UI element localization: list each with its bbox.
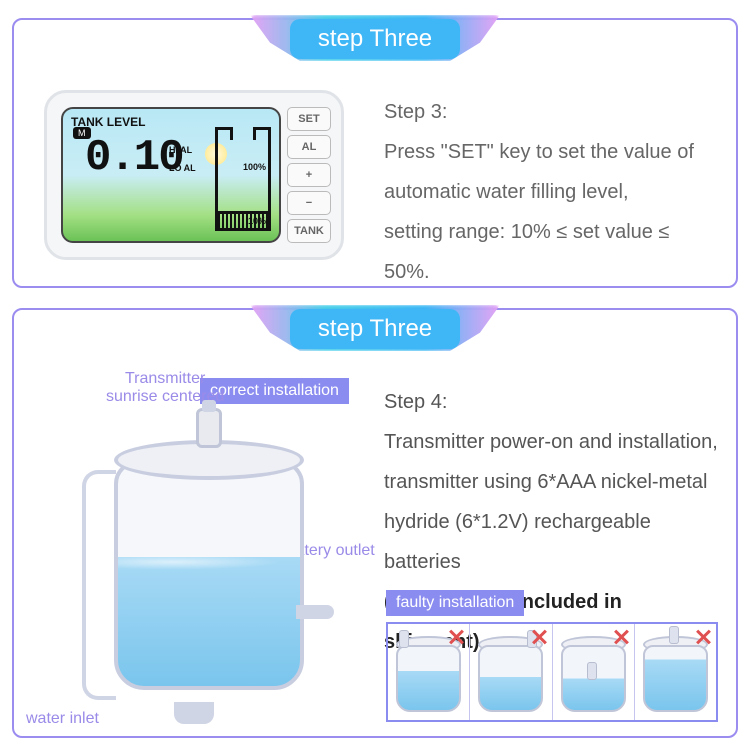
- label-water-inlet: water inlet: [26, 710, 99, 728]
- p1-line4: setting range: 10% ≤ set value ≤ 50%.: [384, 212, 716, 292]
- p1-line2: Press "SET" key to set the value of: [384, 132, 716, 172]
- device-button-column: SET AL + − TANK: [287, 107, 331, 243]
- device-screen: TANK LEVEL M 0.10 HI AL LO AL 100% 10%: [61, 107, 281, 243]
- panel-step-three-b: step Three correct installation Transmit…: [12, 308, 738, 738]
- x-icon: [694, 628, 712, 646]
- panel1-instructions: Step 3: Press "SET" key to set the value…: [384, 92, 716, 292]
- tank-transmitter-cap: [202, 400, 216, 412]
- tank-body: [114, 460, 304, 690]
- device-btn-plus[interactable]: +: [287, 163, 331, 187]
- p2-line3: transmitter using 6*AAA nickel-metal: [384, 462, 718, 502]
- device-btn-set[interactable]: SET: [287, 107, 331, 131]
- mini-tank: [478, 645, 543, 712]
- tank-icon: 100% 10%: [215, 133, 271, 231]
- p1-line3: automatic water filling level,: [384, 172, 716, 212]
- big-tank-diagram: [74, 430, 324, 710]
- faulty-variant-1: [388, 624, 470, 720]
- panel2-header: step Three: [250, 305, 500, 351]
- panel-step-three-a: step Three TANK LEVEL M 0.10 HI AL LO AL…: [12, 18, 738, 288]
- p2-line2: Transmitter power-on and installation,: [384, 422, 718, 462]
- screen-value: 0.10: [85, 133, 183, 183]
- tank-transmitter: [196, 408, 222, 448]
- mini-sensor: [399, 630, 409, 648]
- tank-pipe-left: [82, 470, 116, 700]
- p2-line4: hydride (6*1.2V) rechargeable batteries: [384, 502, 718, 582]
- x-icon: [530, 628, 548, 646]
- faulty-variant-4: [635, 624, 716, 720]
- panel2-header-text: step Three: [290, 309, 460, 349]
- panel1-header-text: step Three: [290, 19, 460, 59]
- label-transmitter-1: Transmitter: [125, 370, 205, 387]
- tank-pct-10: 10%: [248, 216, 266, 226]
- device-btn-tank[interactable]: TANK: [287, 219, 331, 243]
- x-icon: [447, 628, 465, 646]
- tank-level-device: TANK LEVEL M 0.10 HI AL LO AL 100% 10% S…: [44, 90, 344, 260]
- faulty-variant-2: [470, 624, 552, 720]
- screen-hi-al: HI AL: [169, 145, 192, 155]
- panel2-instructions: Step 4: Transmitter power-on and install…: [384, 382, 718, 662]
- device-btn-minus[interactable]: −: [287, 191, 331, 215]
- faulty-installation-grid: [386, 622, 718, 722]
- device-btn-al[interactable]: AL: [287, 135, 331, 159]
- mini-sensor: [587, 662, 597, 680]
- water-surface: [118, 553, 300, 571]
- mini-tank: [396, 645, 461, 712]
- x-icon: [612, 628, 630, 646]
- tank-outlet-bottom: [174, 702, 214, 724]
- p1-line1: Step 3:: [384, 92, 716, 132]
- tank-outlet-right: [296, 605, 334, 619]
- faulty-variant-3: [553, 624, 635, 720]
- p2-line1: Step 4:: [384, 382, 718, 422]
- mini-sensor: [669, 626, 679, 644]
- tank-pct-100: 100%: [243, 162, 266, 172]
- mini-tank: [643, 645, 708, 712]
- panel1-header: step Three: [250, 15, 500, 61]
- tag-faulty-installation: faulty installation: [386, 590, 524, 616]
- screen-lo-al: LO AL: [169, 163, 196, 173]
